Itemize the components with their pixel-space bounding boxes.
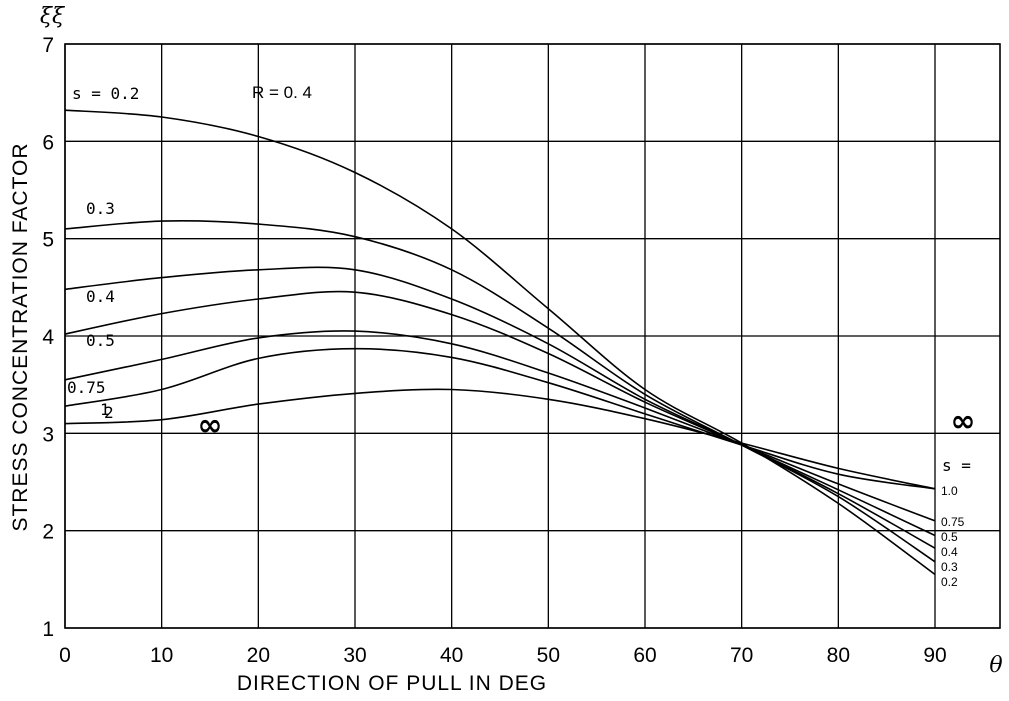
curve-s2	[64, 388, 936, 490]
x-axis-symbol: θ	[989, 653, 1002, 678]
curve-label-left: s = 0.2	[72, 84, 139, 103]
parameter-label: R = 0. 4	[252, 83, 312, 102]
y-tick-label: 2	[42, 521, 54, 544]
curve-label-left: 0.5	[86, 331, 115, 350]
curve-label-left: 0.4	[86, 287, 115, 306]
x-tick-label: 40	[440, 644, 463, 667]
curve-label-left: 0.75	[67, 378, 106, 397]
x-tick-label: 90	[923, 644, 946, 667]
y-tick-label: 3	[42, 423, 54, 446]
x-tick-label: 80	[827, 644, 850, 667]
curve-label-right: 0.4	[941, 545, 958, 559]
curve-s0.3	[64, 220, 936, 563]
x-tick-label: 30	[343, 644, 366, 667]
curve-s0.4	[64, 266, 936, 549]
right-curve-labels: 0.20.30.40.50.75 1.0	[941, 484, 965, 589]
left-curve-labels: s = 0.2 0.3 0.4 0.5 0.75 12	[67, 84, 139, 422]
infinity-label-left: ∞	[198, 408, 223, 443]
y-tick-label: 1	[42, 618, 54, 641]
curve-s0.2	[64, 109, 936, 576]
y-axis-title: STRESS CONCENTRATION FACTOR	[9, 142, 32, 531]
curve-label-left: 1	[100, 400, 110, 419]
y-tick-labels: 1 2 3 4 5 6 7	[42, 34, 54, 641]
x-tick-label: 50	[537, 644, 560, 667]
x-tick-label: 20	[247, 644, 270, 667]
y-axis-symbol: ξξ	[40, 4, 66, 29]
curve-label-right: 0.3	[941, 560, 958, 574]
curve-label-left: 0.3	[86, 199, 115, 218]
y-tick-label: 6	[42, 131, 54, 154]
curve-label-right: 0.75	[941, 515, 965, 529]
infinity-label-right: ∞	[951, 404, 976, 439]
x-axis-title: DIRECTION OF PULL IN DEG	[237, 672, 547, 695]
x-tick-labels: 0 10 20 30 40 50 60 70 80 90	[59, 644, 947, 667]
x-tick-label: 10	[150, 644, 173, 667]
right-s-header: s =	[942, 456, 971, 475]
curve-label-left: 2	[104, 403, 114, 422]
curve-label-right: 0.5	[941, 530, 958, 544]
curve-label-right: 0.2	[941, 575, 958, 589]
plot-frame	[64, 43, 1001, 629]
curves	[64, 109, 936, 576]
curve-s1	[64, 347, 936, 490]
x-tick-label: 70	[730, 644, 753, 667]
curve-s0.5	[64, 290, 936, 537]
y-tick-label: 4	[42, 326, 54, 349]
y-tick-label: 5	[42, 229, 54, 252]
x-tick-label: 0	[59, 644, 71, 667]
y-tick-label: 7	[42, 34, 54, 57]
curve-s0.75	[64, 330, 936, 522]
x-tick-label: 60	[633, 644, 656, 667]
curve-label-right: 1.0	[941, 484, 958, 498]
